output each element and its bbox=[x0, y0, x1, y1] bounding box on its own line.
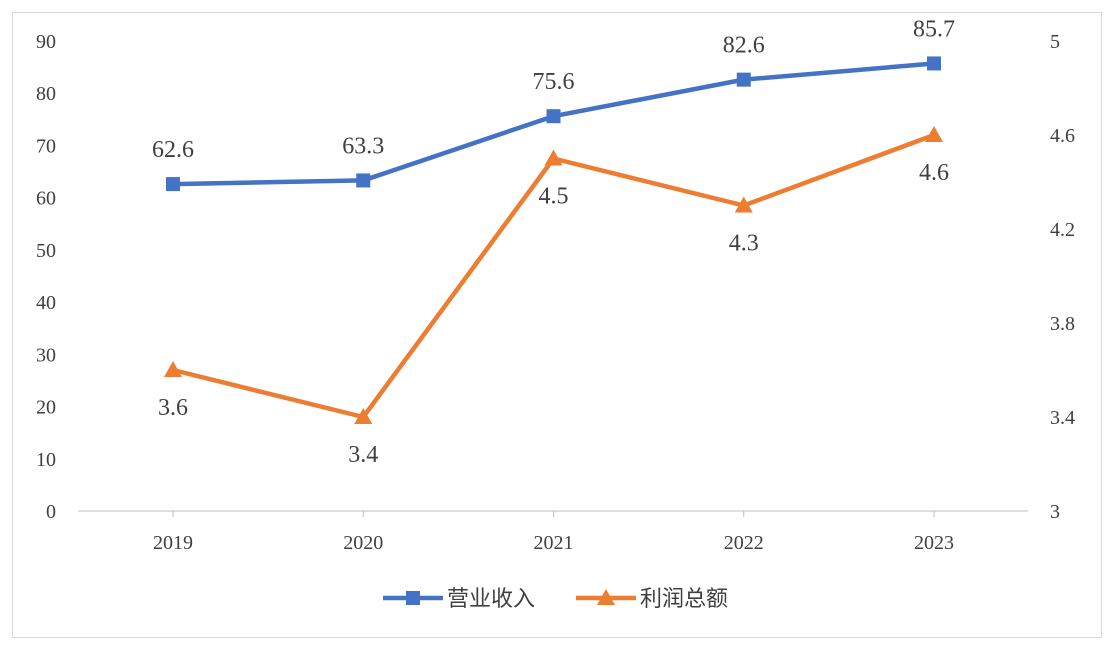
y-left-tick-label: 50 bbox=[36, 240, 56, 262]
legend-label: 营业收入 bbox=[447, 587, 535, 612]
y-left-tick-label: 30 bbox=[36, 344, 56, 366]
data-point-triangle bbox=[925, 126, 943, 142]
x-tick-label: 2020 bbox=[343, 532, 383, 554]
data-point-square bbox=[927, 56, 941, 71]
data-label: 63.3 bbox=[342, 133, 384, 159]
data-point-square bbox=[166, 177, 180, 192]
data-point-triangle bbox=[544, 149, 563, 166]
data-label: 62.6 bbox=[152, 137, 194, 163]
y-left-tick-label: 40 bbox=[36, 292, 56, 314]
data-label: 85.7 bbox=[913, 16, 955, 42]
y-left-tick-label: 0 bbox=[46, 501, 56, 523]
y-right-tick-label: 3.4 bbox=[1050, 407, 1075, 429]
y-right-tick-label: 5 bbox=[1050, 31, 1060, 53]
legend-triangle-marker bbox=[597, 589, 615, 605]
data-label: 4.5 bbox=[539, 184, 569, 210]
data-point-triangle bbox=[354, 408, 373, 424]
data-label: 4.3 bbox=[729, 231, 759, 257]
data-label: 75.6 bbox=[533, 69, 575, 95]
y-left-tick-label: 10 bbox=[36, 449, 56, 471]
y-left-tick-label: 90 bbox=[36, 31, 56, 53]
data-label: 3.4 bbox=[348, 442, 378, 468]
data-point-triangle bbox=[734, 196, 753, 213]
y-left-tick-label: 20 bbox=[36, 397, 56, 419]
data-label: 4.6 bbox=[919, 160, 949, 186]
x-tick-label: 2023 bbox=[914, 532, 954, 554]
series-line-2 bbox=[172, 132, 935, 420]
x-tick-label: 2022 bbox=[724, 532, 764, 554]
y-right-tick-label: 3.8 bbox=[1050, 313, 1075, 335]
legend-square-marker bbox=[406, 591, 420, 605]
data-point-square bbox=[546, 109, 561, 124]
legend-label: 利润总额 bbox=[640, 587, 728, 612]
data-point-square bbox=[356, 173, 371, 188]
data-point-square bbox=[736, 72, 751, 87]
y-left-tick-label: 70 bbox=[36, 135, 56, 157]
y-right-tick-label: 4.2 bbox=[1050, 219, 1075, 241]
y-right-tick-label: 3 bbox=[1050, 501, 1060, 523]
y-left-tick-label: 80 bbox=[36, 83, 56, 105]
chart-frame bbox=[12, 12, 1102, 638]
y-left-tick-label: 60 bbox=[36, 188, 56, 210]
x-tick-label: 2021 bbox=[534, 532, 574, 554]
x-tick-label: 2019 bbox=[153, 532, 193, 554]
data-label: 3.6 bbox=[158, 395, 188, 421]
data-label: 82.6 bbox=[723, 33, 765, 59]
data-point-triangle bbox=[164, 361, 182, 377]
y-right-tick-label: 4.6 bbox=[1050, 125, 1075, 147]
